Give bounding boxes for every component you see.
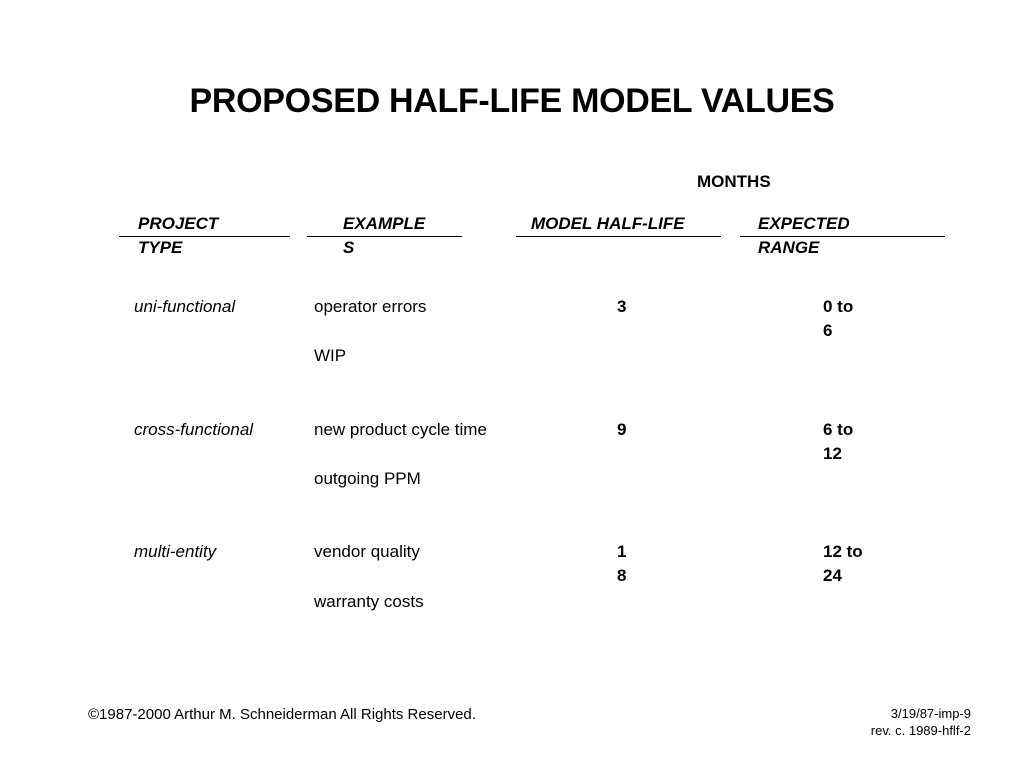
- footer-reference-line1: 3/19/87-imp-9: [890, 706, 971, 721]
- row-3-half-life-line2: 8: [617, 566, 627, 585]
- row-2-example-2: outgoing PPM: [314, 469, 421, 488]
- row-3-type: multi-entity: [134, 542, 217, 561]
- row-1-range: 0 to 6: [823, 295, 853, 343]
- header-rule-expected-range: [740, 236, 945, 237]
- row-2-example-1: new product cycle time: [314, 420, 487, 439]
- row-1-example-2: WIP: [314, 346, 347, 365]
- months-super-header: MONTHS: [697, 172, 771, 191]
- footer-reference: 3/19/87-imp-9 rev. c. 1989-hflf-2: [871, 705, 971, 739]
- header-rule-examples: [307, 236, 462, 237]
- row-3-range-line1: 12 to: [823, 542, 863, 561]
- row-3-half-life-line1: 1: [617, 542, 627, 561]
- row-1-example-1: operator errors: [314, 297, 427, 316]
- header-examples-line2: S: [343, 238, 355, 257]
- row-2-half-life: 9: [617, 420, 627, 439]
- header-rule-project-type: [119, 236, 290, 237]
- header-examples: EXAMPLE S: [343, 212, 425, 260]
- row-1-range-line1: 0 to: [823, 297, 854, 316]
- row-3-range-line2: 24: [823, 566, 842, 585]
- row-2-type: cross-functional: [134, 420, 254, 439]
- header-examples-line1: EXAMPLE: [343, 214, 426, 233]
- header-expected-range-line1: EXPECTED: [758, 214, 850, 233]
- header-rule-model-half-life: [516, 236, 721, 237]
- header-project-type: PROJECT TYPE: [138, 212, 218, 260]
- row-1-half-life: 3: [617, 297, 627, 316]
- row-3-range: 12 to 24: [823, 540, 863, 588]
- row-1-type: uni-functional: [134, 297, 236, 316]
- header-model-half-life: MODEL HALF-LIFE: [531, 212, 685, 236]
- row-3-example-1: vendor quality: [314, 542, 420, 561]
- footer-reference-line2: rev. c. 1989-hflf-2: [870, 723, 971, 738]
- header-model-half-life-line1: MODEL HALF-LIFE: [531, 214, 685, 233]
- footer-copyright: ©1987-2000 Arthur M. Schneiderman All Ri…: [88, 706, 476, 723]
- header-expected-range: EXPECTED RANGE: [758, 212, 850, 260]
- row-2-range: 6 to 12: [823, 418, 853, 466]
- header-project-type-line1: PROJECT: [138, 214, 219, 233]
- row-1-range-line2: 6: [823, 321, 833, 340]
- row-2-range-line2: 12: [823, 444, 842, 463]
- slide-title: PROPOSED HALF-LIFE MODEL VALUES: [189, 82, 835, 120]
- row-2-range-line1: 6 to: [823, 420, 854, 439]
- header-expected-range-line2: RANGE: [758, 238, 820, 257]
- header-project-type-line2: TYPE: [138, 238, 183, 257]
- row-3-example-2: warranty costs: [314, 592, 424, 611]
- row-3-half-life: 1 8: [617, 540, 626, 588]
